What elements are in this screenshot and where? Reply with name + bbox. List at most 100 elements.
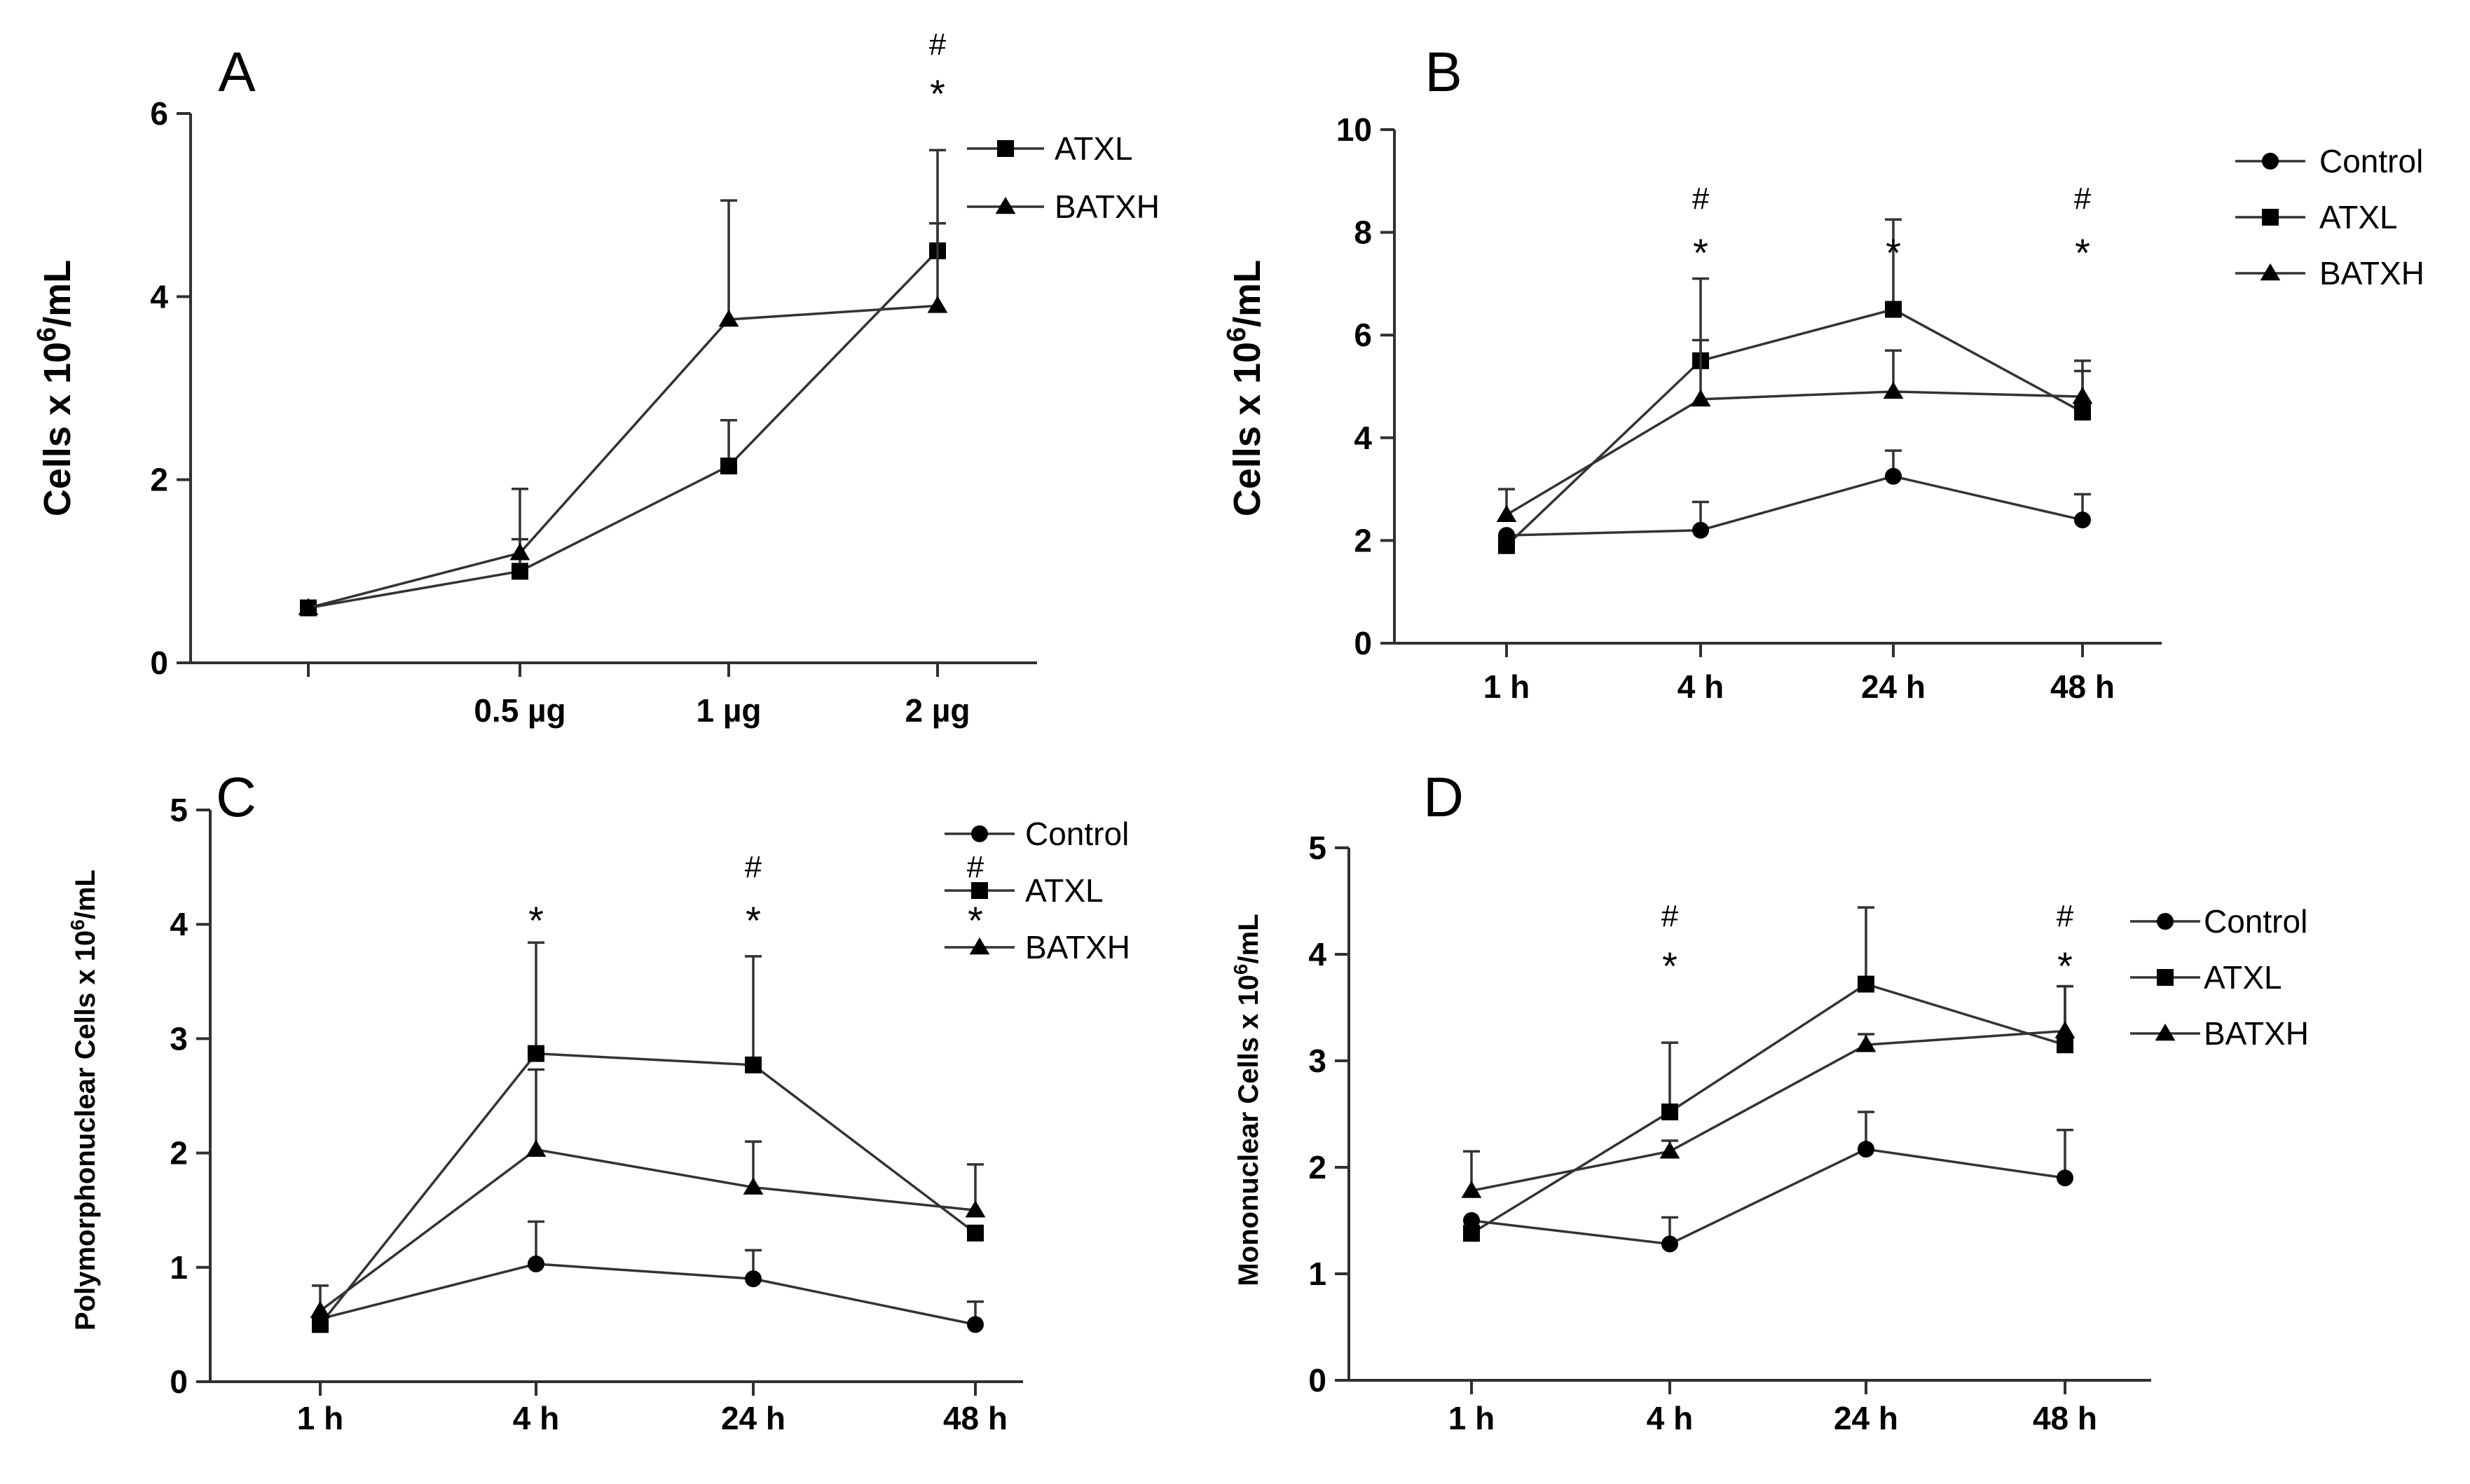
legend-item-control: Control: [945, 816, 1129, 852]
data-point: [1463, 1225, 1480, 1242]
significance-star: *: [930, 71, 945, 116]
data-point: [528, 1255, 544, 1272]
legend-item-control: Control: [2235, 143, 2423, 179]
legend-item-batxh: BATXH: [2235, 255, 2424, 291]
series-atxl: [1463, 906, 2073, 1242]
y-tick-label: 3: [170, 1020, 188, 1057]
significance-hash: #: [745, 850, 762, 884]
x-tick-label: 1 h: [297, 1400, 343, 1436]
data-point: [528, 1045, 544, 1062]
series-batxh: [310, 1068, 986, 1319]
data-point: [509, 543, 530, 561]
series-batxh: [298, 199, 948, 615]
y-axis-label: Mononuclear Cells x 106/mL: [1230, 914, 1265, 1286]
y-tick-label: 4: [1354, 420, 1372, 456]
x-tick-label: 48 h: [2033, 1400, 2097, 1436]
series-line: [320, 1263, 976, 1326]
panel-d: D 0 1 2 3 4 5 1 h 4 h 24 h 48 h Mononuclear Cells x…: [1230, 766, 2309, 1436]
data-point: [2054, 1021, 2076, 1038]
series-line: [1506, 390, 2083, 516]
legend-marker: [2260, 263, 2281, 281]
x-tick-label: 4 h: [1647, 1400, 1693, 1436]
y-tick-label: 2: [1308, 1149, 1326, 1186]
y-tick-label: 4: [170, 906, 188, 942]
series-control: [1463, 1111, 2073, 1253]
legend-marker: [971, 882, 988, 899]
panel-a: A 0 2 4 6 0.5 µg 1 µg 2 µg Cells x 106/mL ATXL BAT…: [32, 27, 1160, 729]
significance-star: *: [746, 898, 761, 942]
data-point: [745, 1056, 762, 1073]
legend-marker: [2157, 913, 2174, 930]
legend-marker: [2262, 209, 2279, 226]
y-tick-label: 5: [1308, 830, 1326, 866]
x-tick-label: 48 h: [943, 1400, 1008, 1436]
y-axis-label: Cells x 106/mL: [32, 260, 78, 516]
series-control: [1498, 449, 2091, 544]
data-point: [310, 1300, 331, 1319]
panel-letter: C: [216, 766, 256, 828]
legend-label: ATXL: [2204, 959, 2282, 996]
x-tick-label: 1 h: [1448, 1400, 1495, 1436]
data-point: [1883, 381, 1904, 399]
series-atxl: [300, 149, 946, 617]
legend-marker: [2157, 969, 2174, 986]
data-point: [743, 1177, 764, 1195]
x-tick-label: 4 h: [513, 1400, 559, 1436]
series-line: [1471, 1148, 2066, 1246]
legend-marker: [2155, 1023, 2176, 1041]
x-tick-label: 24 h: [1861, 668, 1926, 705]
data-point: [526, 1139, 547, 1157]
panel-letter: A: [218, 41, 256, 103]
data-point: [967, 1224, 984, 1242]
y-tick-label: 3: [1308, 1043, 1326, 1079]
data-point: [965, 1200, 986, 1218]
x-tick-label: 48 h: [2050, 668, 2115, 705]
y-tick-label: 0: [1354, 625, 1372, 661]
data-point: [1692, 521, 1709, 539]
data-point: [2074, 511, 2091, 529]
legend-label: BATXH: [2204, 1015, 2309, 1052]
legend-label: Control: [2204, 903, 2307, 940]
y-tick-label: 4: [150, 278, 168, 315]
data-point: [2057, 1169, 2073, 1187]
legend-label: ATXL: [1025, 872, 1104, 909]
x-tick-label: 2 µg: [905, 692, 970, 729]
y-tick-label: 6: [150, 95, 168, 132]
data-point: [927, 296, 948, 313]
y-tick-label: 2: [150, 462, 168, 498]
legend-item-batxh: BATXH: [967, 188, 1160, 225]
series-atxl: [1498, 218, 2091, 554]
legend-item-atxl: ATXL: [945, 872, 1104, 909]
data-point: [2057, 1036, 2073, 1054]
x-tick-label: 4 h: [1677, 668, 1724, 705]
series-line: [319, 1148, 976, 1312]
y-tick-label: 2: [170, 1135, 188, 1172]
y-tick-label: 0: [1308, 1362, 1326, 1399]
legend-marker: [995, 196, 1016, 214]
significance-hash: #: [2057, 899, 2074, 933]
y-tick-label: 0: [150, 645, 168, 681]
series-line: [1471, 1029, 2066, 1193]
data-point: [512, 563, 528, 580]
significance-star: *: [528, 898, 544, 942]
series-line: [308, 304, 938, 610]
y-axis-label: Polymorphonuclear Cells x 106/mL: [67, 870, 102, 1331]
data-point: [1858, 975, 1874, 993]
legend-label: BATXH: [2319, 255, 2424, 291]
y-tick-label: 1: [1308, 1256, 1326, 1292]
legend-item-atxl: ATXL: [967, 130, 1133, 167]
data-point: [312, 1316, 329, 1333]
significance-hash: #: [1661, 899, 1679, 933]
series-line: [1471, 982, 2066, 1235]
data-point: [718, 309, 739, 327]
y-tick-label: 10: [1336, 111, 1372, 148]
legend-marker: [971, 825, 988, 842]
legend-item-atxl: ATXL: [2130, 959, 2282, 996]
data-point: [1659, 1141, 1680, 1159]
y-tick-label: 1: [170, 1249, 188, 1286]
data-point: [1661, 1235, 1678, 1253]
data-point: [1461, 1181, 1482, 1198]
series-line: [319, 1052, 977, 1326]
legend: Control ATXL BATXH: [2130, 903, 2309, 1052]
